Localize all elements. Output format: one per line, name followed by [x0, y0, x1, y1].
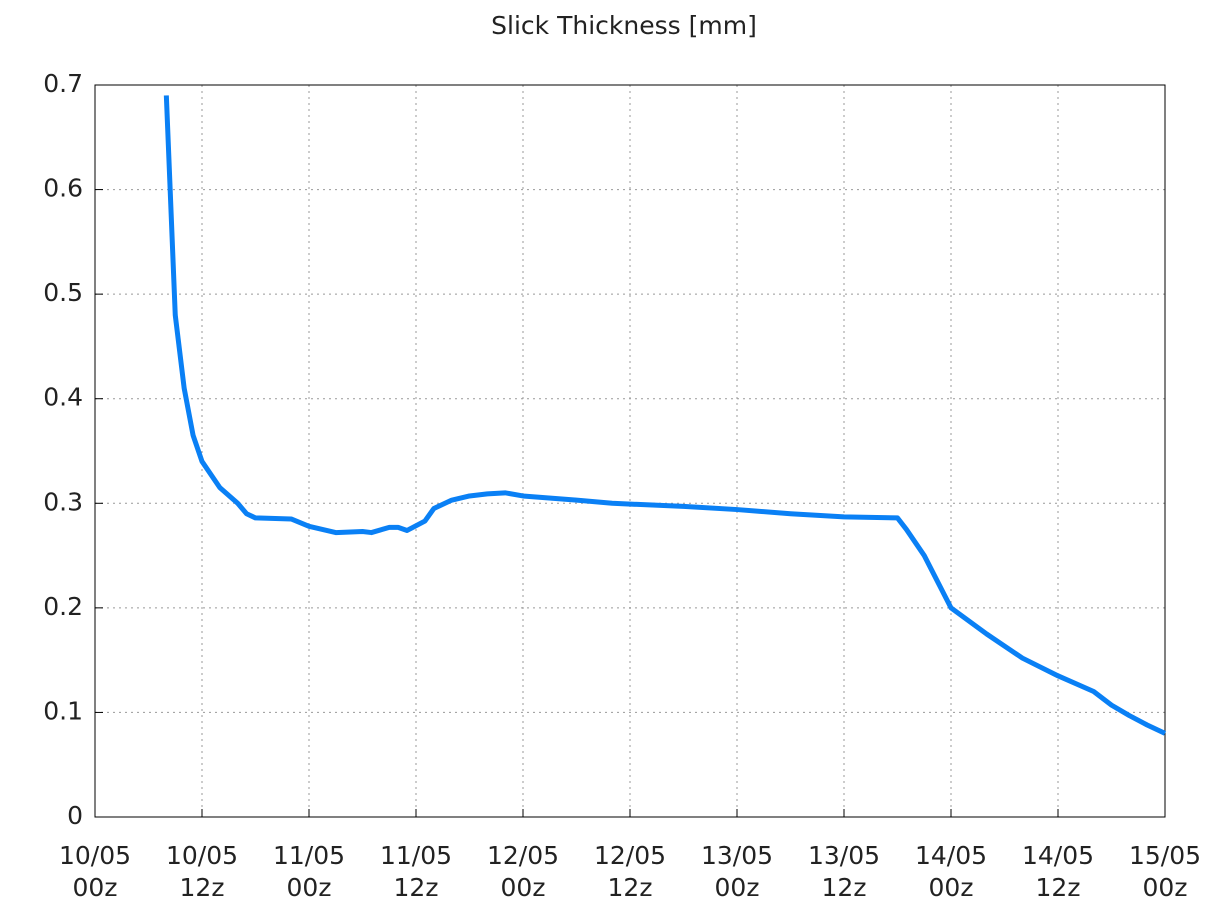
y-tick-label: 0.7	[43, 69, 83, 98]
data-line	[163, 95, 1167, 736]
x-tick-label: 12/05 00z	[487, 841, 559, 902]
plot-frame	[94, 84, 1166, 818]
x-tick-label: 14/05 00z	[915, 841, 987, 902]
x-tick-label: 14/05 12z	[1022, 841, 1094, 902]
y-tick-label: 0.3	[43, 487, 83, 516]
y-tick-label: 0.1	[43, 696, 83, 725]
y-tick-label: 0	[67, 801, 83, 830]
y-tick-label: 0.4	[43, 383, 83, 412]
x-tick-label: 15/05 00z	[1129, 841, 1201, 902]
y-tick-label: 0.5	[43, 278, 83, 307]
x-tick-label: 10/05 12z	[166, 841, 238, 902]
x-tick-label: 11/05 12z	[380, 841, 452, 902]
y-tick-label: 0.6	[43, 174, 83, 203]
x-tick-label: 11/05 00z	[273, 841, 345, 902]
x-tick-label: 10/05 00z	[59, 841, 131, 902]
chart-title: Slick Thickness [mm]	[491, 11, 757, 40]
x-tick-label: 12/05 12z	[594, 841, 666, 902]
y-tick-label: 0.2	[43, 592, 83, 621]
x-tick-label: 13/05 00z	[701, 841, 773, 902]
x-tick-label: 13/05 12z	[808, 841, 880, 902]
